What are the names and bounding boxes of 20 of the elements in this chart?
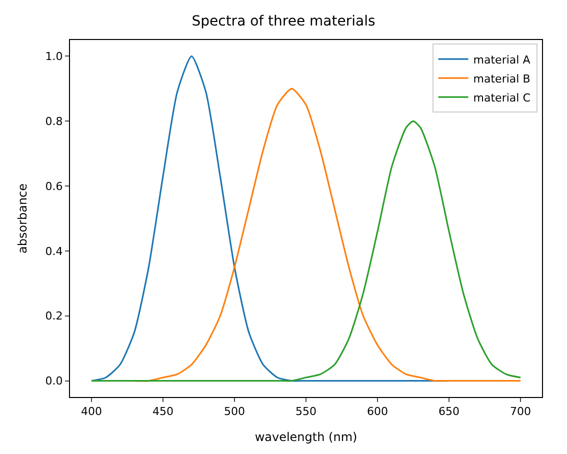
legend-label: material B (473, 72, 530, 86)
y-tick-label: 0.0 (45, 374, 63, 388)
y-tick-label: 0.8 (45, 114, 63, 128)
line-series (90, 120, 522, 382)
legend-label: material A (473, 53, 531, 66)
x-tick-label: 450 (152, 405, 174, 418)
y-tick-label: 1.0 (45, 50, 63, 64)
x-axis-title: wavelength (nm) (254, 430, 358, 444)
y-axis-title: absorbance (16, 183, 30, 254)
x-tick-label: 500 (224, 405, 245, 418)
x-tick-label: 550 (296, 405, 316, 418)
legend-label: material C (473, 91, 531, 104)
x-tick-label: 400 (80, 405, 102, 418)
y-tick-label: 0.6 (45, 180, 63, 193)
x-tick-label: 700 (510, 405, 532, 418)
y-tick-label: 0.4 (45, 244, 63, 258)
x-tick-label: 650 (438, 405, 460, 418)
x-tick-label: 600 (367, 405, 388, 418)
chart-title: Spectra of three materials (192, 14, 376, 30)
y-tick-label: 0.2 (45, 310, 63, 323)
